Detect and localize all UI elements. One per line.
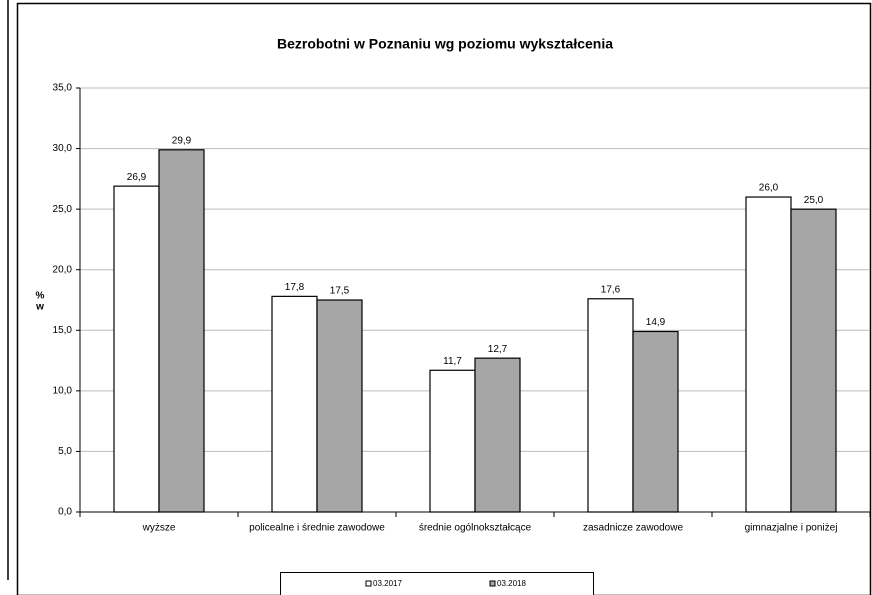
- y-tick-label: 10,0: [53, 385, 73, 396]
- chart-frame: [16, 2, 872, 595]
- bar: [158, 149, 205, 513]
- x-tick-label: wyższe: [142, 523, 176, 534]
- value-label: 25,0: [804, 195, 824, 206]
- bar: [429, 369, 476, 513]
- value-label: 17,6: [601, 284, 621, 295]
- bar: [745, 196, 792, 513]
- value-label: 11,7: [443, 356, 462, 367]
- value-label: 12,7: [488, 344, 508, 355]
- legend-box: [280, 572, 594, 595]
- x-tick-label: policealne i średnie zawodowe: [249, 523, 385, 534]
- legend-label: 03.2018: [497, 579, 526, 588]
- value-label: 26,0: [759, 183, 779, 194]
- value-label: 17,5: [330, 286, 350, 297]
- y-tick-label: 35,0: [53, 83, 73, 94]
- bar: [790, 208, 837, 513]
- x-tick-label: zasadnicze zawodowe: [583, 523, 683, 534]
- y-tick-label: 5,0: [58, 446, 72, 457]
- bar: [587, 298, 634, 513]
- y-tick-label: 30,0: [53, 143, 73, 154]
- y-tick-label: 0,0: [58, 507, 72, 518]
- bar: [113, 185, 160, 513]
- value-label: 17,8: [285, 282, 305, 293]
- legend-swatch: [365, 580, 372, 587]
- legend-swatch: [489, 580, 496, 587]
- bar: [632, 330, 679, 513]
- value-label: 29,9: [172, 135, 192, 146]
- y-axis-label: w: [35, 302, 44, 313]
- value-label: 26,9: [127, 172, 147, 183]
- y-tick-label: 20,0: [53, 264, 73, 275]
- y-tick-label: 15,0: [53, 325, 73, 336]
- bar: [316, 299, 363, 513]
- x-tick-label: średnie ogólnokształcące: [419, 523, 532, 534]
- bar: [474, 357, 521, 513]
- bar: [271, 295, 318, 513]
- chart-title: Bezrobotni w Poznaniu wg poziomu wykszta…: [277, 36, 613, 52]
- value-label: 14,9: [646, 317, 666, 328]
- legend-label: 03.2017: [373, 579, 402, 588]
- y-axis-label: %: [36, 291, 45, 302]
- x-tick-label: gimnazjalne i poniżej: [745, 523, 838, 534]
- y-tick-label: 25,0: [53, 204, 73, 215]
